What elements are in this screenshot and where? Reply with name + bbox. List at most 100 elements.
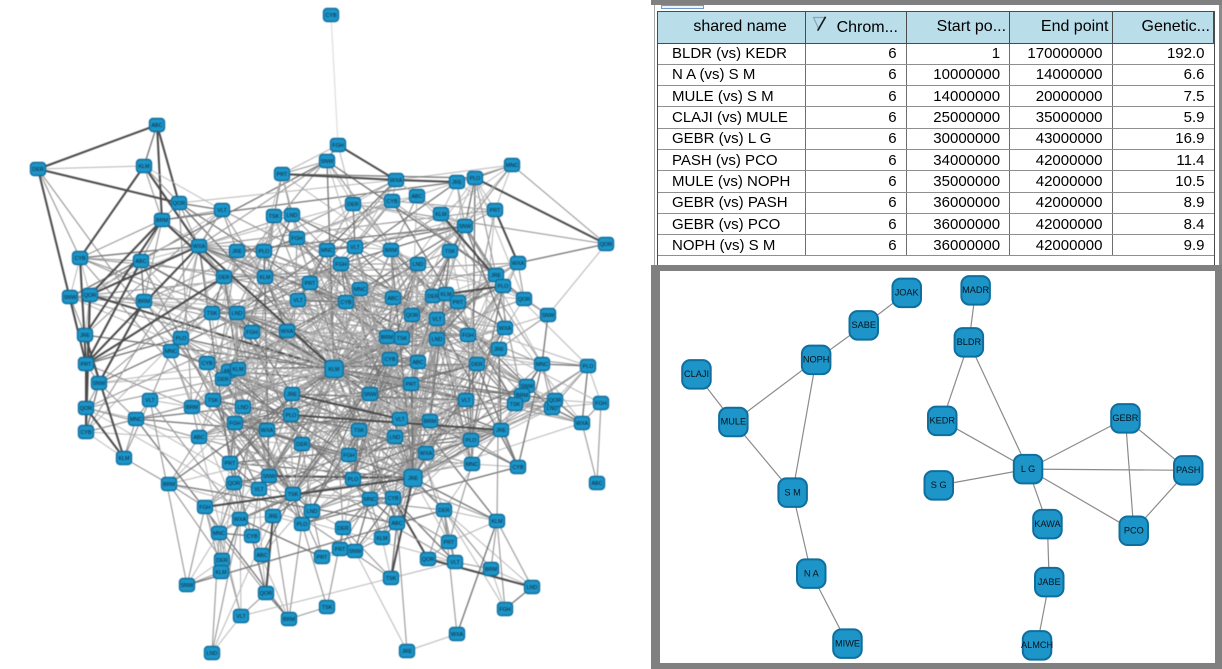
svg-text:PLO: PLO — [259, 249, 270, 255]
svg-text:WXA: WXA — [281, 329, 294, 335]
svg-text:QOR: QOR — [422, 557, 434, 563]
svg-text:CYB: CYB — [80, 430, 91, 436]
svg-text:VLT: VLT — [293, 298, 303, 304]
svg-text:PRT: PRT — [335, 547, 346, 553]
svg-text:QOR: QOR — [173, 201, 185, 207]
svg-text:FGH: FGH — [499, 607, 510, 613]
svg-text:WXA: WXA — [261, 428, 274, 434]
svg-text:FGH: FGH — [332, 143, 343, 149]
svg-text:BRM: BRM — [516, 393, 528, 399]
svg-text:KLM: KLM — [259, 275, 271, 281]
svg-text:TSK: TSK — [207, 311, 218, 317]
svg-text:PLO: PLO — [286, 413, 297, 419]
svg-text:MNC: MNC — [213, 531, 225, 537]
svg-text:ABC: ABC — [135, 259, 146, 265]
svg-text:TSK: TSK — [208, 398, 219, 404]
svg-text:DER: DER — [471, 362, 482, 368]
svg-text:DER: DER — [217, 377, 228, 383]
svg-text:MNC: MNC — [364, 497, 376, 503]
svg-text:ABC: ABC — [411, 194, 422, 200]
svg-text:CYB: CYB — [74, 256, 85, 262]
svg-text:QOR: QOR — [260, 591, 272, 597]
svg-text:QOR: QOR — [228, 481, 240, 487]
svg-text:SABE: SABE — [852, 320, 877, 330]
svg-text:BRM: BRM — [283, 617, 295, 623]
svg-text:KEDR: KEDR — [930, 416, 956, 426]
svg-text:KLM: KLM — [215, 570, 227, 576]
svg-text:VLT: VLT — [450, 560, 460, 566]
svg-text:FGH: FGH — [462, 333, 473, 339]
svg-text:ABC: ABC — [151, 123, 162, 129]
svg-text:ALMCH: ALMCH — [1021, 640, 1053, 650]
svg-text:SNW: SNW — [64, 295, 77, 301]
svg-text:SNW: SNW — [349, 549, 362, 555]
svg-text:PRT: PRT — [317, 555, 328, 561]
svg-text:VLT: VLT — [432, 317, 442, 323]
svg-text:S G: S G — [931, 480, 947, 490]
svg-text:WXA: WXA — [576, 421, 589, 427]
svg-text:BRM: BRM — [156, 218, 168, 224]
svg-text:LND: LND — [307, 509, 318, 515]
svg-text:WXA: WXA — [420, 451, 433, 457]
svg-text:MNC: MNC — [354, 287, 366, 293]
svg-text:TSK: TSK — [445, 249, 456, 255]
svg-text:CYB: CYB — [387, 496, 398, 502]
svg-text:BRM: BRM — [385, 248, 397, 254]
svg-text:SNW: SNW — [181, 583, 194, 589]
svg-text:ABC: ABC — [591, 481, 602, 487]
svg-text:BRM: BRM — [138, 299, 150, 305]
svg-text:VLT: VLT — [254, 487, 264, 493]
svg-text:PLO: PLO — [470, 176, 481, 182]
svg-text:CYB: CYB — [386, 199, 397, 205]
svg-text:CYB: CYB — [246, 534, 257, 540]
svg-text:PRT: PRT — [444, 540, 455, 546]
svg-text:PLO: PLO — [466, 438, 477, 444]
svg-text:LND: LND — [547, 406, 558, 412]
svg-text:ABC: ABC — [387, 296, 398, 302]
svg-text:SNW: SNW — [263, 474, 276, 480]
svg-text:S M: S M — [784, 487, 800, 497]
svg-text:FGH: FGH — [291, 236, 302, 242]
svg-text:DER: DER — [337, 526, 348, 532]
svg-text:SNW: SNW — [459, 224, 472, 230]
svg-text:ABC: ABC — [391, 521, 402, 527]
svg-text:PRT: PRT — [81, 362, 92, 368]
svg-text:PLO: PLO — [297, 522, 308, 528]
svg-text:LND: LND — [390, 435, 401, 441]
svg-text:MNC: MNC — [466, 462, 478, 468]
svg-text:VLT: VLT — [145, 398, 155, 404]
svg-text:BRM: BRM — [381, 335, 393, 341]
svg-text:VLT: VLT — [461, 398, 471, 404]
svg-text:PLO: PLO — [348, 477, 359, 483]
svg-text:MNC: MNC — [165, 349, 177, 355]
svg-text:QOR: QOR — [600, 242, 612, 248]
svg-text:TSK: TSK — [386, 576, 397, 582]
svg-text:CYB: CYB — [201, 361, 212, 367]
svg-text:PRT: PRT — [305, 281, 316, 287]
svg-text:L G: L G — [1021, 464, 1035, 474]
svg-text:KLM: KLM — [118, 456, 130, 462]
svg-text:PLO: PLO — [176, 336, 187, 342]
svg-text:KLM: KLM — [232, 367, 244, 373]
svg-text:WXA: WXA — [234, 517, 247, 523]
svg-text:DER: DER — [218, 275, 229, 281]
svg-text:FGH: FGH — [199, 505, 210, 511]
svg-text:KAWA: KAWA — [1034, 519, 1061, 529]
svg-text:WXA: WXA — [193, 244, 206, 250]
svg-text:DER: DER — [438, 508, 449, 514]
svg-text:KLM: KLM — [435, 212, 447, 218]
svg-text:DER: DER — [32, 167, 43, 173]
svg-text:PLO: PLO — [498, 284, 509, 290]
svg-text:KLM: KLM — [328, 367, 340, 373]
svg-text:PRT: PRT — [225, 461, 236, 467]
svg-text:VLT: VLT — [350, 245, 360, 251]
svg-text:DER: DER — [427, 294, 438, 300]
svg-text:DER: DER — [347, 202, 358, 208]
svg-text:WXA: WXA — [499, 326, 512, 332]
svg-text:BRM: BRM — [163, 482, 175, 488]
svg-text:PRT: PRT — [453, 300, 464, 306]
svg-text:VLT: VLT — [217, 208, 227, 214]
svg-text:BRM: BRM — [485, 567, 497, 573]
svg-text:NOPH: NOPH — [803, 355, 830, 365]
svg-text:KLM: KLM — [138, 164, 150, 170]
